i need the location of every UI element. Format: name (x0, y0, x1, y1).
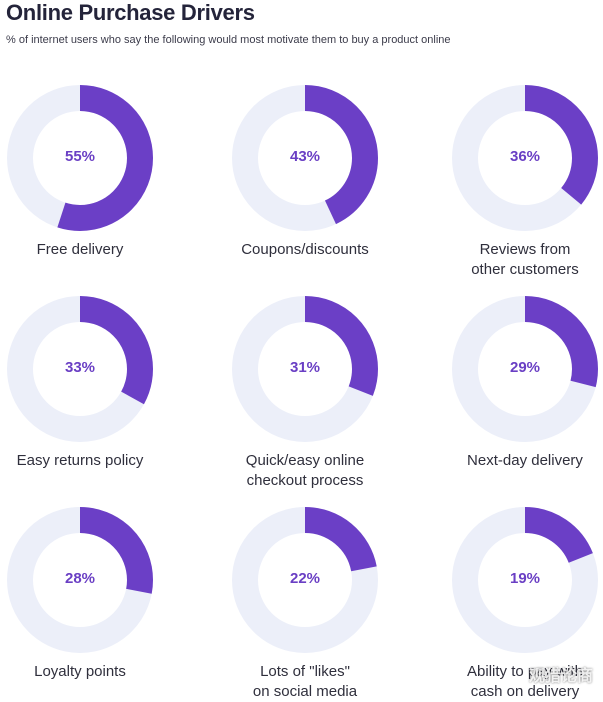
donut-category-label: Reviews from other customers (471, 241, 579, 278)
donut-value-label: 28% (64, 570, 96, 587)
donut-chart (232, 85, 378, 231)
donut-value-arc (232, 296, 378, 442)
donut-category-label: Quick/easy online checkout process (245, 452, 365, 489)
donut-value-arc (7, 296, 153, 442)
donut-category-label: Coupons/discounts (241, 241, 369, 258)
donut-value-label: 36% (509, 148, 541, 165)
donut-value-arc (232, 85, 378, 231)
donut-chart (452, 85, 598, 231)
donut-value-label: 31% (289, 359, 321, 376)
donut-chart (7, 507, 153, 653)
donut-category-label: Easy returns policy (16, 452, 144, 469)
donut-value-label: 55% (64, 148, 96, 165)
chart-title: Online Purchase Drivers (6, 0, 255, 25)
donut-value-arc (452, 296, 598, 442)
donut-category-label: Lots of "likes" on social media (252, 663, 358, 700)
donut-value-arc (452, 507, 598, 653)
donut-chart-item: 36% Reviews from other customers (445, 78, 603, 278)
donut-category-label: Next-day delivery (467, 452, 583, 469)
donut-value-label: 22% (289, 570, 321, 587)
donut-value-label: 43% (289, 148, 321, 165)
donut-chart-item: 22% Lots of "likes" on social media (225, 500, 385, 700)
donut-chart-item: 55% Free delivery (0, 78, 160, 258)
donut-chart (7, 85, 153, 231)
donut-chart-item: 43% Coupons/discounts (225, 78, 385, 258)
donut-value-label: 29% (509, 359, 541, 376)
donut-value-arc (7, 85, 153, 231)
donut-chart (452, 507, 598, 653)
donut-value-arc (7, 507, 153, 653)
donut-value-arc (232, 507, 378, 653)
donut-chart-item: 29% Next-day delivery (445, 289, 603, 469)
donut-category-label: Loyalty points (34, 663, 126, 680)
donut-chart-item: 31% Quick/easy online checkout process (225, 289, 385, 489)
donut-value-label: 19% (509, 570, 541, 587)
watermark-text: 观猎论商 (528, 668, 593, 685)
donut-category-label: Free delivery (36, 241, 124, 258)
donut-value-arc (452, 85, 598, 231)
donut-chart (452, 296, 598, 442)
donut-chart-item: 19% Ability to pay with cash on delivery (445, 500, 603, 700)
donut-chart-item: 28% Loyalty points (0, 500, 160, 680)
chart-subtitle: % of internet users who say the followin… (6, 34, 451, 46)
donut-chart (7, 296, 153, 442)
donut-chart (232, 296, 378, 442)
donut-value-label: 33% (64, 359, 96, 376)
donut-chart (232, 507, 378, 653)
donut-chart-item: 33% Easy returns policy (0, 289, 160, 469)
